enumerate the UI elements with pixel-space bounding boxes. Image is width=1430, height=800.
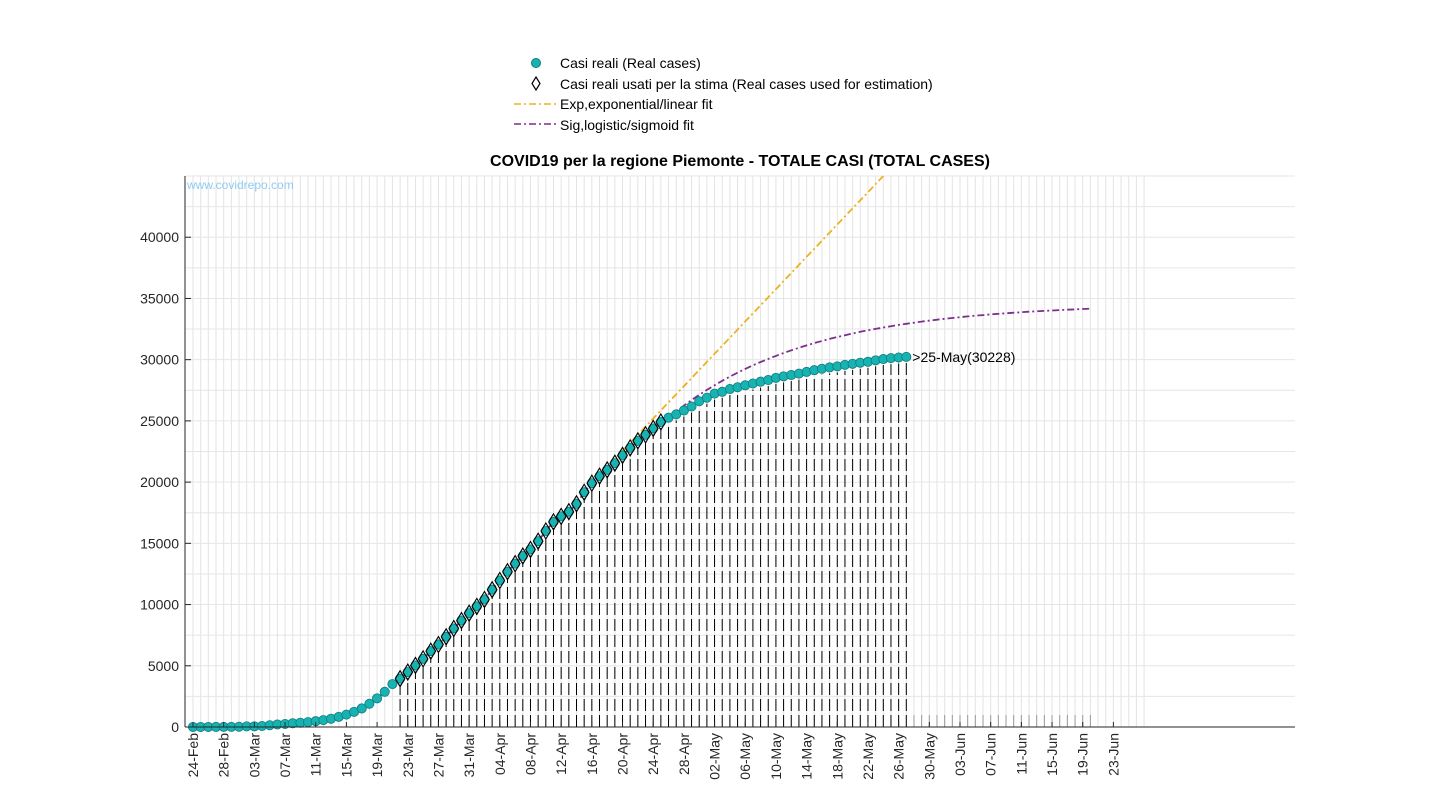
x-tick-label: 15-Jun	[1044, 733, 1060, 776]
x-tick-label: 18-May	[829, 733, 845, 780]
x-tick-label: 04-Apr	[492, 733, 508, 775]
x-tick-label: 23-Jun	[1105, 733, 1121, 776]
estimation-point	[417, 649, 429, 668]
estimation-point	[624, 438, 636, 457]
estimation-point	[647, 419, 659, 438]
y-tick-label: 25000	[140, 413, 179, 429]
x-tick-label: 14-May	[799, 733, 815, 780]
x-tick-label: 10-May	[768, 733, 784, 780]
estimation-point	[409, 656, 421, 675]
x-tick-label: 28-Feb	[216, 733, 232, 778]
estimation-point	[479, 590, 490, 609]
estimation-point	[548, 512, 559, 531]
estimation-point	[525, 540, 536, 559]
y-tick-label: 40000	[140, 229, 179, 245]
y-tick-label: 30000	[140, 352, 179, 368]
y-tick-label: 15000	[140, 535, 179, 551]
estimation-point	[594, 467, 605, 486]
estimation-point	[486, 580, 498, 599]
estimation-point	[440, 627, 452, 646]
x-tick-label: 03-Mar	[246, 733, 262, 778]
y-tick-label: 5000	[148, 658, 179, 674]
estimation-point	[609, 454, 621, 473]
estimation-point	[432, 635, 444, 654]
x-tick-label: 02-May	[707, 733, 723, 780]
legend-label-real-cases: Casi reali (Real cases)	[560, 55, 701, 71]
real-case-point	[686, 401, 697, 412]
estimation-point	[640, 425, 651, 444]
estimation-point	[517, 546, 529, 566]
estimation-point	[394, 669, 406, 688]
last-value-annotation: >25-May(30228)	[912, 349, 1015, 365]
estimation-point	[632, 431, 644, 450]
x-tick-label: 11-Jun	[1013, 733, 1029, 775]
y-tick-label: 10000	[140, 597, 179, 613]
x-tick-label: 03-Jun	[952, 733, 968, 776]
legend-label-estimation-cases: Casi reali usati per la stima (Real case…	[560, 76, 933, 92]
x-tick-label: 30-May	[921, 733, 937, 780]
x-tick-label: 07-Mar	[277, 733, 293, 778]
legend-label-sig-fit: Sig,logistic/sigmoid fit	[560, 117, 694, 133]
real-case-point	[379, 686, 390, 697]
watermark: www.covidrepo.com	[186, 178, 294, 192]
estimation-point	[463, 604, 475, 623]
x-tick-label: 24-Apr	[645, 733, 661, 775]
x-tick-label: 07-Jun	[983, 733, 999, 776]
estimation-point	[532, 532, 544, 551]
legend-marker-estimation-cases	[531, 75, 541, 92]
estimation-point	[494, 571, 506, 590]
legend-label-exp-fit: Exp,exponential/linear fit	[560, 96, 713, 112]
estimation-point	[571, 494, 582, 513]
estimation-point	[540, 521, 552, 541]
estimation-point	[578, 483, 590, 502]
x-tick-label: 23-Mar	[400, 733, 416, 778]
x-tick-label: 26-May	[891, 733, 907, 780]
x-tick-label: 15-Mar	[338, 733, 354, 778]
estimation-point	[586, 474, 598, 493]
x-tick-label: 11-Mar	[308, 733, 324, 777]
x-tick-label: 31-Mar	[461, 733, 477, 778]
x-tick-label: 16-Apr	[584, 733, 600, 775]
legend-marker-real-cases	[531, 58, 541, 68]
estimation-point	[402, 663, 414, 682]
x-tick-label: 24-Feb	[185, 733, 201, 778]
y-tick-label: 0	[171, 719, 179, 735]
estimation-point	[509, 554, 521, 573]
x-tick-label: 20-Apr	[615, 733, 631, 775]
real-case-point	[356, 703, 367, 714]
real-case-point	[387, 679, 398, 690]
estimation-point	[448, 619, 460, 638]
estimation-point	[471, 597, 483, 616]
estimation-point	[655, 412, 667, 432]
x-tick-label: 27-Mar	[430, 733, 446, 778]
x-tick-label: 28-Apr	[676, 733, 692, 775]
chart-title: COVID19 per la regione Piemonte - TOTALE…	[490, 153, 990, 170]
x-tick-label: 08-Apr	[522, 733, 538, 775]
x-tick-label: 22-May	[860, 733, 876, 780]
plot-area: >25-May(30228) 0 5000 10000 15000 20000 25000 3…	[140, 175, 1295, 780]
estimation-point	[601, 460, 613, 479]
x-tick-label: 19-Jun	[1075, 733, 1091, 776]
real-case-point	[372, 693, 383, 704]
real-case-point	[701, 392, 712, 403]
real-case-point	[901, 351, 912, 362]
estimation-point	[617, 446, 628, 465]
estimation-point	[456, 611, 467, 630]
y-tick-label: 20000	[140, 474, 179, 490]
real-case-point	[364, 698, 375, 709]
real-case-point	[678, 405, 689, 416]
estimation-point	[425, 642, 437, 661]
estimation-point	[502, 562, 513, 581]
x-tick-label: 06-May	[737, 733, 753, 780]
x-tick-label: 19-Mar	[369, 733, 385, 778]
y-tick-label: 35000	[140, 290, 179, 306]
estimation-point	[563, 502, 575, 521]
x-tick-label: 12-Apr	[553, 733, 569, 775]
estimation-point	[555, 507, 567, 526]
legend: Casi reali (Real cases) Casi reali usati…	[514, 55, 933, 133]
